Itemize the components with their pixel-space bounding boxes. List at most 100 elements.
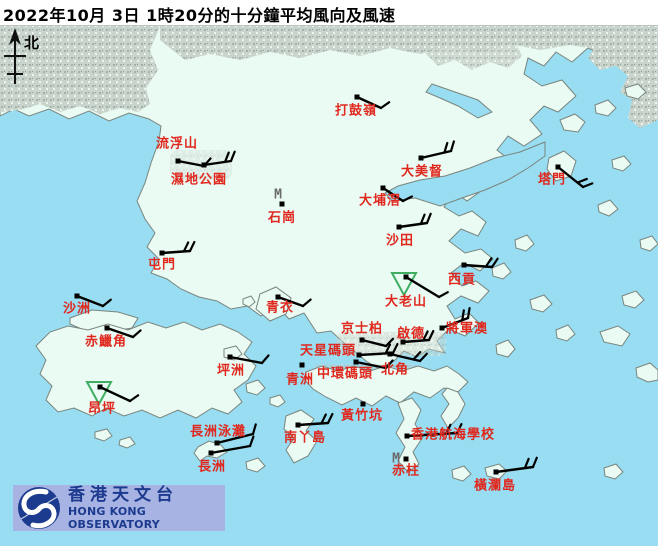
page-title: 2022年10月 3日 1時20分的十分鐘平均風向及風速 <box>3 6 396 25</box>
wind-barb-central-pier <box>354 360 388 370</box>
station-dot-tates-cairn <box>403 274 409 280</box>
station-dot-ta-kwu-ling <box>354 94 360 100</box>
wind-barb-cheung-chau <box>209 444 252 455</box>
station-dot-sha-chau <box>74 293 80 299</box>
island-e-3 <box>635 362 658 383</box>
station-dot-cheung-chau <box>208 450 214 456</box>
island-port-shelter-1 <box>491 262 512 280</box>
island-po-toi-1 <box>451 465 472 482</box>
wind-barb-tick-tai-mei-tuk <box>443 141 449 154</box>
wind-barb-tick-peng-chau <box>260 354 270 365</box>
wind-barb-kai-tak <box>401 338 431 344</box>
urban-shenzhen-west <box>0 26 160 114</box>
island-tung-lung <box>495 339 516 358</box>
station-dot-tseung-kwan-o <box>439 325 445 331</box>
wind-barb-tick-kai-tak <box>427 329 435 342</box>
station-dot-sha-tin <box>396 224 402 230</box>
tolo-harbour <box>384 141 546 207</box>
wind-barb-tick-tseung-kwan-o <box>466 307 471 320</box>
island-mirs-1 <box>611 155 632 172</box>
wind-barb-chek-lap-kok <box>105 326 135 339</box>
island-mirs-3 <box>639 235 658 252</box>
wind-barb-tick-sea-school <box>455 422 463 435</box>
wind-barb-tick-tap-mun <box>576 177 588 184</box>
station-dot-star-ferry-pier <box>356 352 362 358</box>
hko-logo-english: HONG KONG OBSERVATORY <box>68 505 160 531</box>
urban-shataukok <box>420 26 522 70</box>
wind-barb-lau-fau-shan <box>176 159 206 168</box>
station-dot-tuen-mun <box>159 250 165 256</box>
wind-barb-tick-sha-tin <box>425 212 432 225</box>
wind-barb-tick-central-pier <box>384 359 394 370</box>
wind-barb-tick-tai-mei-tuk <box>449 140 456 153</box>
wind-barb-sea-school <box>405 431 459 438</box>
wind-barb-tuen-mun <box>160 249 192 255</box>
station-dot-waglan-island <box>493 469 499 475</box>
wind-barb-tai-mei-tuk <box>419 149 453 160</box>
island-s-1 <box>603 463 624 480</box>
wind-barb-north-point <box>388 352 422 363</box>
wind-barb-tick-sha-tin <box>419 213 426 225</box>
wind-barb-tsing-yi <box>276 295 305 308</box>
island-sunshine <box>269 394 286 408</box>
wind-barb-tick-star-ferry-pier <box>384 343 392 355</box>
wind-barb-tick-tseung-kwan-o <box>461 309 465 322</box>
station-dot-wong-chuk-hang <box>360 401 366 407</box>
starling-inlet <box>425 83 493 119</box>
hko-logo-icon <box>18 487 60 529</box>
wind-barb-tick-tates-cairn <box>437 291 449 299</box>
wind-barb-sai-kung <box>462 263 494 269</box>
wind-barb-tick-lamma-island <box>326 412 334 425</box>
station-dot-tai-po-kau <box>380 185 386 191</box>
station-dot-stanley <box>403 456 409 462</box>
urban-northeast <box>560 26 658 128</box>
hko-logo-chinese: 香港天文台 <box>68 485 178 505</box>
island-hei-ling-chau <box>245 379 266 396</box>
wind-barb-tick-tuen-mun <box>182 241 190 253</box>
island-ne-3 <box>624 83 647 100</box>
station-dot-tap-mun <box>555 164 561 170</box>
wind-barb-sha-tin <box>397 221 429 229</box>
station-dot-kai-tak <box>400 339 406 345</box>
island-lantau <box>35 321 257 419</box>
wind-barb-peng-chau <box>228 355 264 365</box>
wind-barb-kings-park <box>360 338 388 348</box>
wind-barb-sha-chau <box>75 294 105 308</box>
wind-barb-lamma-island <box>296 421 330 427</box>
north-label: 北 <box>24 34 40 52</box>
island-ma-wan <box>242 295 256 308</box>
wind-barb-tick-chek-lap-kok <box>131 329 142 339</box>
wind-barb-tick-wetland-park <box>229 150 236 163</box>
wind-barb-tick-cheung-chau-beach <box>251 423 257 436</box>
station-dot-kings-park <box>359 337 365 343</box>
station-dot-shek-kong <box>279 201 285 207</box>
island-tsing-yi <box>255 286 292 322</box>
station-dot-tai-mei-tuk <box>418 155 424 161</box>
station-dot-peng-chau <box>227 354 233 360</box>
wind-barb-tick-north-point <box>412 351 422 361</box>
wind-barb-tick-tsing-yi <box>301 298 312 308</box>
station-dot-cheung-chau-beach <box>214 440 220 446</box>
wind-barb-tick-sai-kung <box>490 257 499 269</box>
wind-barb-tick-kings-park <box>384 337 395 348</box>
station-dot-ngong-ping <box>97 384 103 390</box>
station-dot-sai-kung <box>461 262 467 268</box>
island-e-1 <box>621 290 645 309</box>
wind-barb-tick-sai-kung <box>484 257 493 268</box>
station-dot-lamma-island <box>295 422 301 428</box>
island-se-1 <box>529 294 553 313</box>
island-ne-1 <box>559 113 586 133</box>
hill-station-triangle-tates-cairn <box>390 272 418 298</box>
station-dot-chek-lap-kok <box>104 325 110 331</box>
station-dot-lau-fau-shan <box>175 158 181 164</box>
wind-barb-tates-cairn <box>404 275 441 299</box>
island-ne-2 <box>594 99 617 117</box>
island-shek-kwu-chau <box>245 457 266 473</box>
wind-barb-star-ferry-pier <box>357 351 395 357</box>
island-mirs-2 <box>597 199 619 217</box>
wind-barb-ngong-ping <box>98 385 132 403</box>
wind-barb-tai-po-kau <box>381 186 405 203</box>
wind-barb-tseung-kwan-o <box>440 316 470 330</box>
